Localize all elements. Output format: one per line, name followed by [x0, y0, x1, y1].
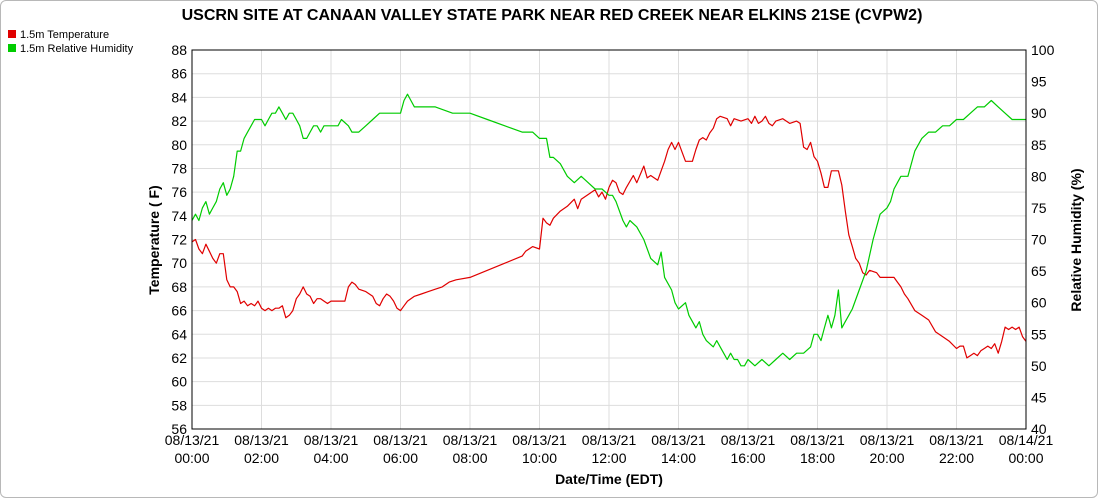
y-tick-label-left: 72	[171, 232, 187, 248]
x-tick-label-time: 04:00	[313, 450, 348, 466]
plot-border	[191, 49, 1027, 430]
legend-swatch-temperature	[8, 30, 16, 38]
x-tick-label-date: 08/13/21	[721, 432, 776, 448]
y-tick-label-right: 50	[1031, 358, 1047, 374]
x-tick-label-date: 08/13/21	[234, 432, 289, 448]
legend-swatch-humidity	[8, 44, 16, 52]
y-tick-label-left: 58	[171, 397, 187, 413]
x-tick-label-date: 08/13/21	[304, 432, 359, 448]
x-tick-label-time: 08:00	[452, 450, 487, 466]
y-tick-label-left: 84	[171, 89, 187, 105]
y-tick-label-right: 100	[1031, 42, 1055, 58]
temperature-series-line	[192, 115, 1026, 359]
x-tick-label-time: 20:00	[869, 450, 904, 466]
y-tick-label-left: 78	[171, 160, 187, 176]
y-tick-label-right: 95	[1031, 74, 1047, 90]
x-tick-label-time: 00:00	[174, 450, 209, 466]
x-tick-label-date: 08/14/21	[999, 432, 1054, 448]
x-tick-label-date: 08/13/21	[373, 432, 428, 448]
x-tick-label-date: 08/13/21	[929, 432, 984, 448]
x-axis-label: Date/Time (EDT)	[555, 471, 663, 487]
x-tick-label-date: 08/13/21	[860, 432, 915, 448]
humidity-series-line	[192, 93, 1026, 367]
y-tick-label-left: 82	[171, 113, 187, 129]
y-tick-label-left: 76	[171, 184, 187, 200]
y-tick-label-right: 70	[1031, 232, 1047, 248]
y-tick-label-left: 88	[171, 42, 187, 58]
legend: 1.5m Temperature 1.5m Relative Humidity	[8, 29, 134, 55]
y-tick-label-right: 85	[1031, 137, 1047, 153]
grid	[192, 50, 1026, 429]
y-tick-label-right: 80	[1031, 168, 1047, 184]
x-tick-label-time: 22:00	[939, 450, 974, 466]
y-tick-label-left: 74	[171, 208, 187, 224]
y-tick-label-left: 68	[171, 279, 187, 295]
x-tick-label-date: 08/13/21	[790, 432, 845, 448]
y-axis-label-right: Relative Humidity (%)	[1068, 168, 1084, 311]
y-tick-label-left: 64	[171, 326, 187, 342]
x-tick-label-date: 08/13/21	[165, 432, 220, 448]
series-layer	[192, 93, 1026, 367]
x-tick-label-time: 02:00	[244, 450, 279, 466]
tick-labels: 56 58 60 62 64 66 68 70 72 74 76 78 80 82 84 86 88 40 45 50…	[165, 42, 1055, 466]
y-tick-label-right: 45	[1031, 389, 1047, 405]
y-tick-label-right: 40	[1031, 421, 1047, 437]
chart-title: USCRN SITE AT CANAAN VALLEY STATE PARK N…	[182, 7, 923, 24]
x-tick-label-time: 14:00	[661, 450, 696, 466]
x-tick-label-time: 10:00	[522, 450, 557, 466]
legend-label-temperature: 1.5m Temperature	[20, 29, 109, 41]
x-tick-label-date: 08/13/21	[443, 432, 498, 448]
x-tick-label-date: 08/13/21	[582, 432, 637, 448]
x-tick-label-time: 16:00	[730, 450, 765, 466]
y-tick-label-right: 90	[1031, 105, 1047, 121]
x-tick-label-date: 08/13/21	[651, 432, 706, 448]
y-tick-label-left: 80	[171, 137, 187, 153]
y-tick-label-left: 62	[171, 350, 187, 366]
x-tick-label-time: 00:00	[1008, 450, 1043, 466]
y-tick-label-left: 70	[171, 255, 187, 271]
x-tick-label-time: 18:00	[800, 450, 835, 466]
x-tick-label-time: 12:00	[591, 450, 626, 466]
legend-label-humidity: 1.5m Relative Humidity	[20, 43, 134, 55]
y-axis-label-left: Temperature ( F)	[146, 185, 162, 294]
x-tick-label-date: 08/13/21	[512, 432, 567, 448]
y-tick-label-right: 60	[1031, 295, 1047, 311]
y-tick-label-left: 56	[171, 421, 187, 437]
y-tick-label-right: 55	[1031, 326, 1047, 342]
y-tick-label-left: 86	[171, 66, 187, 82]
x-tick-label-time: 06:00	[383, 450, 418, 466]
y-tick-label-right: 75	[1031, 200, 1047, 216]
y-tick-label-left: 66	[171, 303, 187, 319]
y-tick-label-left: 60	[171, 374, 187, 390]
y-tick-label-right: 65	[1031, 263, 1047, 279]
